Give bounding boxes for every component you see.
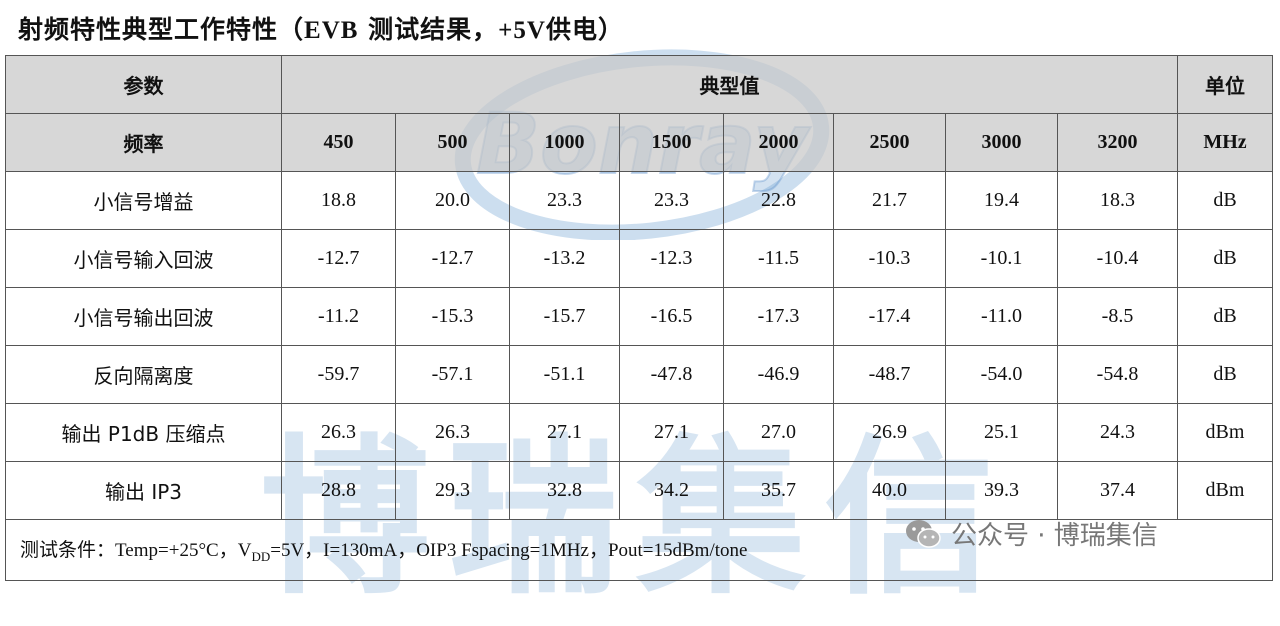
- frequency-cell: 450: [281, 113, 396, 172]
- title-voltage: +5V: [498, 17, 546, 44]
- typical-value-header: 典型值: [281, 55, 1178, 114]
- row-label: 输出 P1dB 压缩点: [5, 403, 282, 462]
- table-row: 输出 P1dB 压缩点 26.3 26.3 27.1 27.1 27.0 26.9 25.1 2…: [5, 403, 1273, 462]
- value-cell: 26.3: [281, 403, 396, 462]
- value-cell: 29.3: [395, 461, 510, 520]
- unit-cell: dB: [1177, 171, 1273, 230]
- title-prefix: 射频特性典型工作特性（: [18, 15, 305, 44]
- test-conditions: 测试条件：Temp=+25°C，VDD=5V，I=130mA，OIP3 Fspa…: [5, 519, 1273, 581]
- value-cell: -12.3: [619, 229, 724, 288]
- value-cell: -15.3: [395, 287, 510, 346]
- value-cell: 25.1: [945, 403, 1058, 462]
- frequency-cell: 1000: [509, 113, 620, 172]
- row-label: 小信号输出回波: [5, 287, 282, 346]
- value-cell: -17.4: [833, 287, 946, 346]
- test-conditions-row: 测试条件：Temp=+25°C，VDD=5V，I=130mA，OIP3 Fspa…: [5, 519, 1273, 581]
- data-rows: 小信号增益 18.8 20.0 23.3 23.3 22.8 21.7 19.4 18.3 dB 小…: [5, 171, 1273, 520]
- header-row: 参数 典型值 单位: [5, 55, 1273, 114]
- value-cell: -17.3: [723, 287, 834, 346]
- value-cell: -47.8: [619, 345, 724, 404]
- value-cell: -12.7: [281, 229, 396, 288]
- unit-cell: dBm: [1177, 403, 1273, 462]
- frequency-cell: 3200: [1057, 113, 1178, 172]
- value-cell: 40.0: [833, 461, 946, 520]
- unit-cell: dB: [1177, 345, 1273, 404]
- value-cell: 18.3: [1057, 171, 1178, 230]
- wechat-icon: [906, 519, 941, 548]
- frequency-unit: MHz: [1177, 113, 1273, 172]
- value-cell: 18.8: [281, 171, 396, 230]
- value-cell: -12.7: [395, 229, 510, 288]
- frequency-cell: 2500: [833, 113, 946, 172]
- table-row: 小信号输出回波 -11.2 -15.3 -15.7 -16.5 -17.3 -17.4 -11…: [5, 287, 1273, 346]
- unit-cell: dBm: [1177, 461, 1273, 520]
- value-cell: 23.3: [619, 171, 724, 230]
- frequency-cell: 1500: [619, 113, 724, 172]
- unit-cell: dB: [1177, 287, 1273, 346]
- table-row: 反向隔离度 -59.7 -57.1 -51.1 -47.8 -46.9 -48.7 -54.0…: [5, 345, 1273, 404]
- value-cell: 21.7: [833, 171, 946, 230]
- value-cell: 20.0: [395, 171, 510, 230]
- test-conditions-rest: =5V，I=130mA，OIP3 Fspacing=1MHz，Pout=15dB…: [270, 540, 748, 562]
- wechat-label: 公众号 · 博瑞集信: [951, 521, 1158, 551]
- value-cell: -10.4: [1057, 229, 1178, 288]
- value-cell: -57.1: [395, 345, 510, 404]
- param-header: 参数: [5, 55, 282, 114]
- value-cell: -46.9: [723, 345, 834, 404]
- value-cell: -10.3: [833, 229, 946, 288]
- frequency-row: 频率 450 500 1000 1500 2000 2500 3000 3200 MHz: [5, 113, 1273, 172]
- value-cell: 37.4: [1057, 461, 1178, 520]
- value-cell: -11.2: [281, 287, 396, 346]
- test-vdd-v: V: [237, 540, 252, 562]
- frequency-label: 频率: [5, 113, 282, 172]
- title-suffix: 测试结果，: [358, 15, 499, 44]
- value-cell: 28.8: [281, 461, 396, 520]
- value-cell: -11.0: [945, 287, 1058, 346]
- page-title: 射频特性典型工作特性（EVB 测试结果，+5V供电）: [18, 10, 624, 46]
- row-label: 小信号输入回波: [5, 229, 282, 288]
- test-conditions-label: 测试条件：: [20, 539, 116, 562]
- value-cell: -16.5: [619, 287, 724, 346]
- title-evb: EVB: [304, 17, 359, 44]
- unit-header: 单位: [1177, 55, 1273, 114]
- value-cell: -54.8: [1057, 345, 1178, 404]
- rf-characteristics-table: 参数 典型值 单位 频率 450 500 1000 1500 2000 2500 3000 3…: [5, 55, 1273, 581]
- value-cell: 32.8: [509, 461, 620, 520]
- unit-cell: dB: [1177, 229, 1273, 288]
- value-cell: 19.4: [945, 171, 1058, 230]
- frequency-cell: 2000: [723, 113, 834, 172]
- value-cell: 26.9: [833, 403, 946, 462]
- row-label: 输出 IP3: [5, 461, 282, 520]
- value-cell: -10.1: [945, 229, 1058, 288]
- value-cell: -11.5: [723, 229, 834, 288]
- value-cell: -13.2: [509, 229, 620, 288]
- table-row: 输出 IP3 28.8 29.3 32.8 34.2 35.7 40.0 39.3 37.4 dB…: [5, 461, 1273, 520]
- value-cell: 24.3: [1057, 403, 1178, 462]
- table-row: 小信号增益 18.8 20.0 23.3 23.3 22.8 21.7 19.4 18.3 dB: [5, 171, 1273, 230]
- value-cell: -51.1: [509, 345, 620, 404]
- wechat-watermark: 公众号 · 博瑞集信: [905, 515, 1158, 552]
- value-cell: 34.2: [619, 461, 724, 520]
- value-cell: -8.5: [1057, 287, 1178, 346]
- row-label: 小信号增益: [5, 171, 282, 230]
- test-vdd-sub: DD: [251, 548, 271, 564]
- value-cell: 22.8: [723, 171, 834, 230]
- value-cell: 35.7: [723, 461, 834, 520]
- value-cell: -15.7: [509, 287, 620, 346]
- value-cell: -59.7: [281, 345, 396, 404]
- value-cell: 23.3: [509, 171, 620, 230]
- value-cell: 27.1: [509, 403, 620, 462]
- value-cell: 26.3: [395, 403, 510, 462]
- frequency-cell: 3000: [945, 113, 1058, 172]
- table-row: 小信号输入回波 -12.7 -12.7 -13.2 -12.3 -11.5 -10.3 -10…: [5, 229, 1273, 288]
- value-cell: -54.0: [945, 345, 1058, 404]
- row-label: 反向隔离度: [5, 345, 282, 404]
- value-cell: -48.7: [833, 345, 946, 404]
- title-end: 供电）: [545, 15, 624, 44]
- frequency-cell: 500: [395, 113, 510, 172]
- test-temp: Temp=+25°C，: [115, 540, 238, 562]
- value-cell: 39.3: [945, 461, 1058, 520]
- value-cell: 27.1: [619, 403, 724, 462]
- value-cell: 27.0: [723, 403, 834, 462]
